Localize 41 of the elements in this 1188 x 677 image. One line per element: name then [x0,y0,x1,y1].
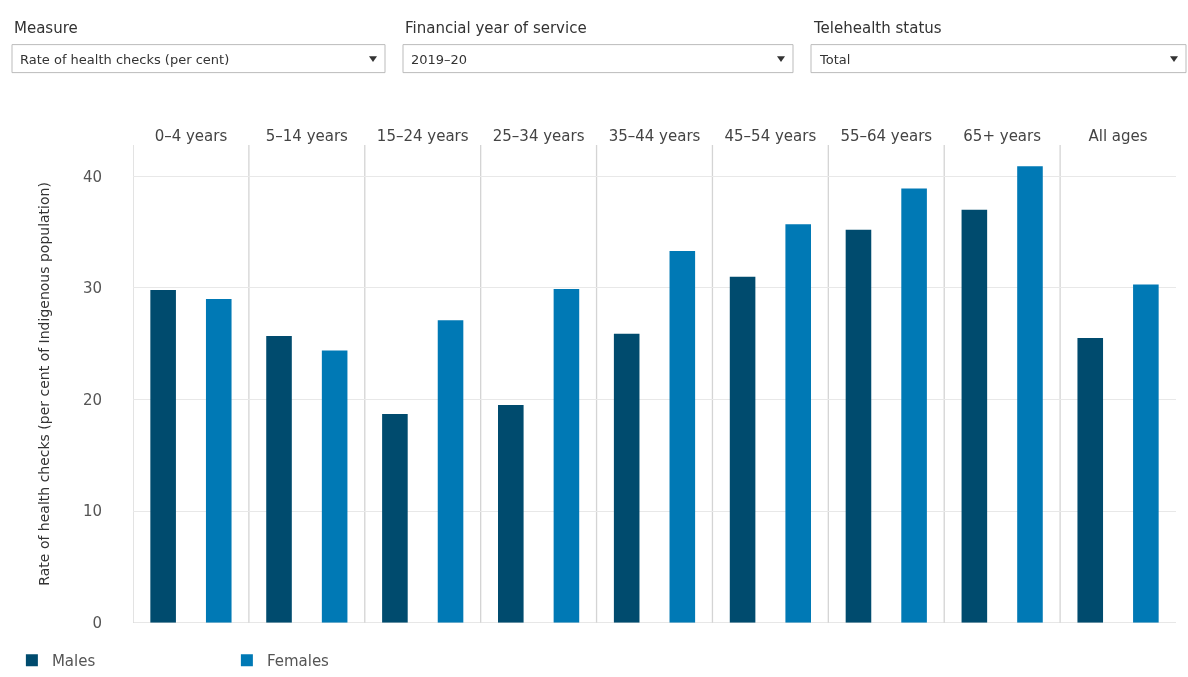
x-tick-label: 5–14 years [265,127,349,145]
y-tick-label: 30 [82,279,102,298]
legend-label: Females [266,652,330,671]
y-axis-title: Rate of health checks (per cent of Indigenous population) [35,182,52,586]
bar [1133,284,1159,623]
x-tick-label: 35–44 years [608,127,701,145]
bar [437,320,464,623]
y-tick-label: 40 [82,167,102,186]
bar [321,350,348,623]
x-tick-label: 15–24 years [376,127,469,145]
bar [1017,166,1043,623]
bar [729,276,756,623]
text: Rate of health checks (per cent) [20,52,230,67]
text: Telehealth status [813,19,942,37]
legend-label: Males [51,652,96,671]
bar [1077,338,1104,623]
text: Financial year of service [405,19,587,37]
bar [669,251,696,623]
y-tick-label: 0 [92,614,102,632]
x-tick-label: 0–4 years [154,127,228,145]
x-tick-label: All ages [1088,127,1148,145]
x-tick-label: 45–54 years [724,127,817,145]
bar [498,405,524,623]
bar [382,414,408,623]
bar [961,209,988,623]
y-tick-label: 10 [82,502,102,521]
bar [785,224,811,623]
x-tick-label: 25–34 years [492,127,585,145]
text: 2019–20 [411,52,468,67]
bar [901,188,927,623]
y-tick-label: 20 [82,390,102,409]
bar [553,288,580,623]
x-tick-label: 55–64 years [840,127,933,145]
bar [266,335,292,623]
bar [613,333,640,623]
text: Measure [14,19,78,37]
x-tick-label: 65+ years [963,127,1042,145]
bar [845,229,872,623]
text: Total [819,52,851,67]
bar [150,290,176,623]
bar [205,299,232,623]
